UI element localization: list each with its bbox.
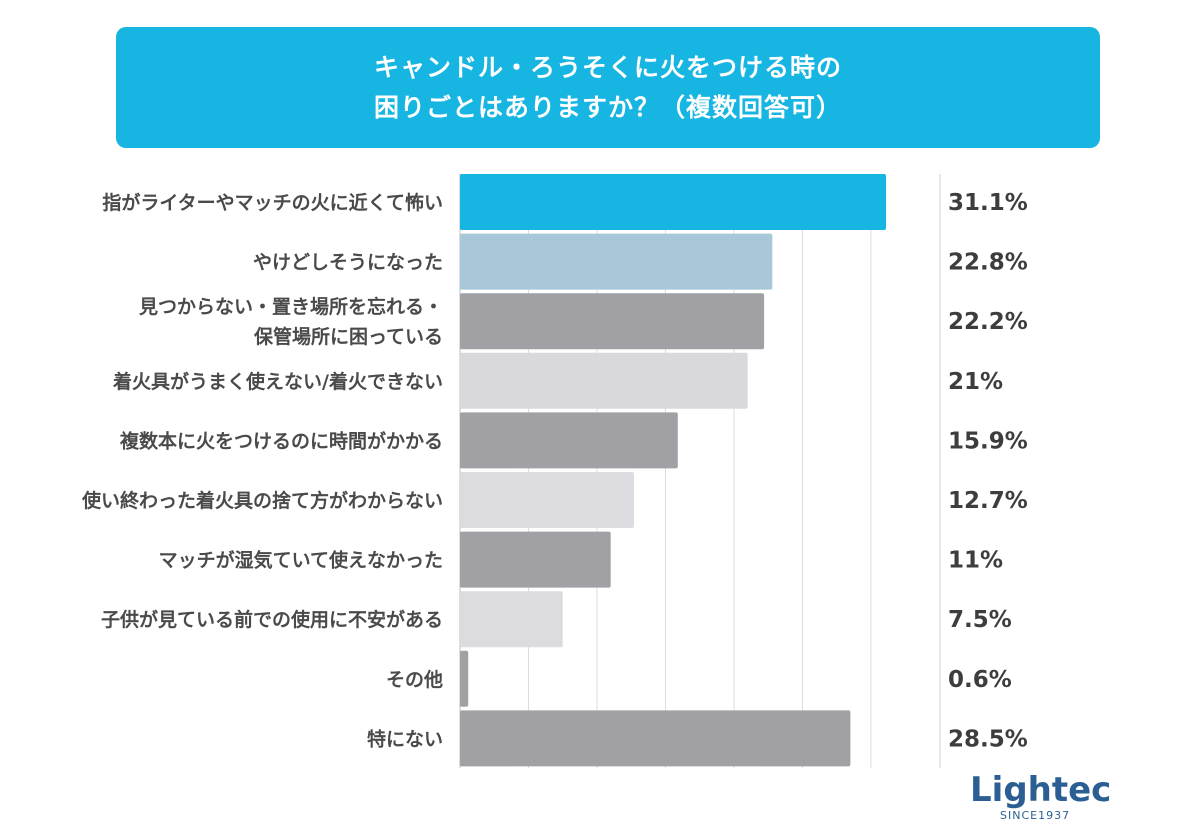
value-label: 15.9%: [948, 428, 1028, 454]
category-label: 指がライターやマッチの火に近くて怖い: [102, 191, 443, 214]
bar: [460, 352, 748, 409]
chart-title-box: キャンドル・ろうそくに火をつける時の 困りごとはありますか？（複数回答可）: [116, 27, 1100, 148]
category-label: 使い終わった着火具の捨て方がわからない: [81, 489, 443, 512]
lightec-logo: Lightec SINCE1937: [970, 772, 1111, 822]
logo-since: SINCE1937: [1000, 809, 1071, 822]
value-label: 21%: [948, 369, 1003, 395]
bar: [460, 472, 634, 528]
value-label: 7.5%: [948, 607, 1012, 633]
value-label: 0.6%: [948, 667, 1012, 693]
value-label: 22.8%: [948, 250, 1028, 276]
category-label: 子供が見ている前での使用に不安がある: [101, 608, 443, 631]
category-label: 複数本に火をつけるのに時間がかかる: [119, 429, 443, 452]
category-label: マッチが湿気ていて使えなかった: [159, 549, 443, 572]
chart-title-line2: 困りごとはありますか？（複数回答可）: [373, 92, 842, 122]
logo-name: Lightec: [970, 770, 1112, 810]
value-label: 12.7%: [948, 488, 1028, 514]
category-label: やけどしそうになった: [253, 252, 443, 274]
category-label: 特にない: [367, 728, 443, 750]
value-label: 28.5%: [948, 726, 1028, 752]
bar: [460, 412, 678, 469]
chart-title-line1: キャンドル・ろうそくに火をつける時の: [373, 52, 842, 82]
bar: [460, 293, 765, 350]
value-label: 31.1%: [948, 190, 1028, 216]
value-label: 11%: [948, 548, 1003, 574]
category-label: その他: [386, 668, 443, 691]
bar: [460, 174, 886, 230]
value-label: 22.2%: [948, 309, 1028, 335]
bar: [460, 233, 773, 290]
category-label: 保管場所に困っている: [253, 325, 443, 348]
bar: [460, 710, 851, 767]
category-label: 着火具がうまく使えない/着火できない: [113, 370, 443, 393]
bar: [460, 650, 469, 707]
category-label: 見つからない・置き場所を忘れる・: [139, 295, 443, 318]
bar: [460, 591, 563, 648]
bar: [460, 531, 611, 588]
